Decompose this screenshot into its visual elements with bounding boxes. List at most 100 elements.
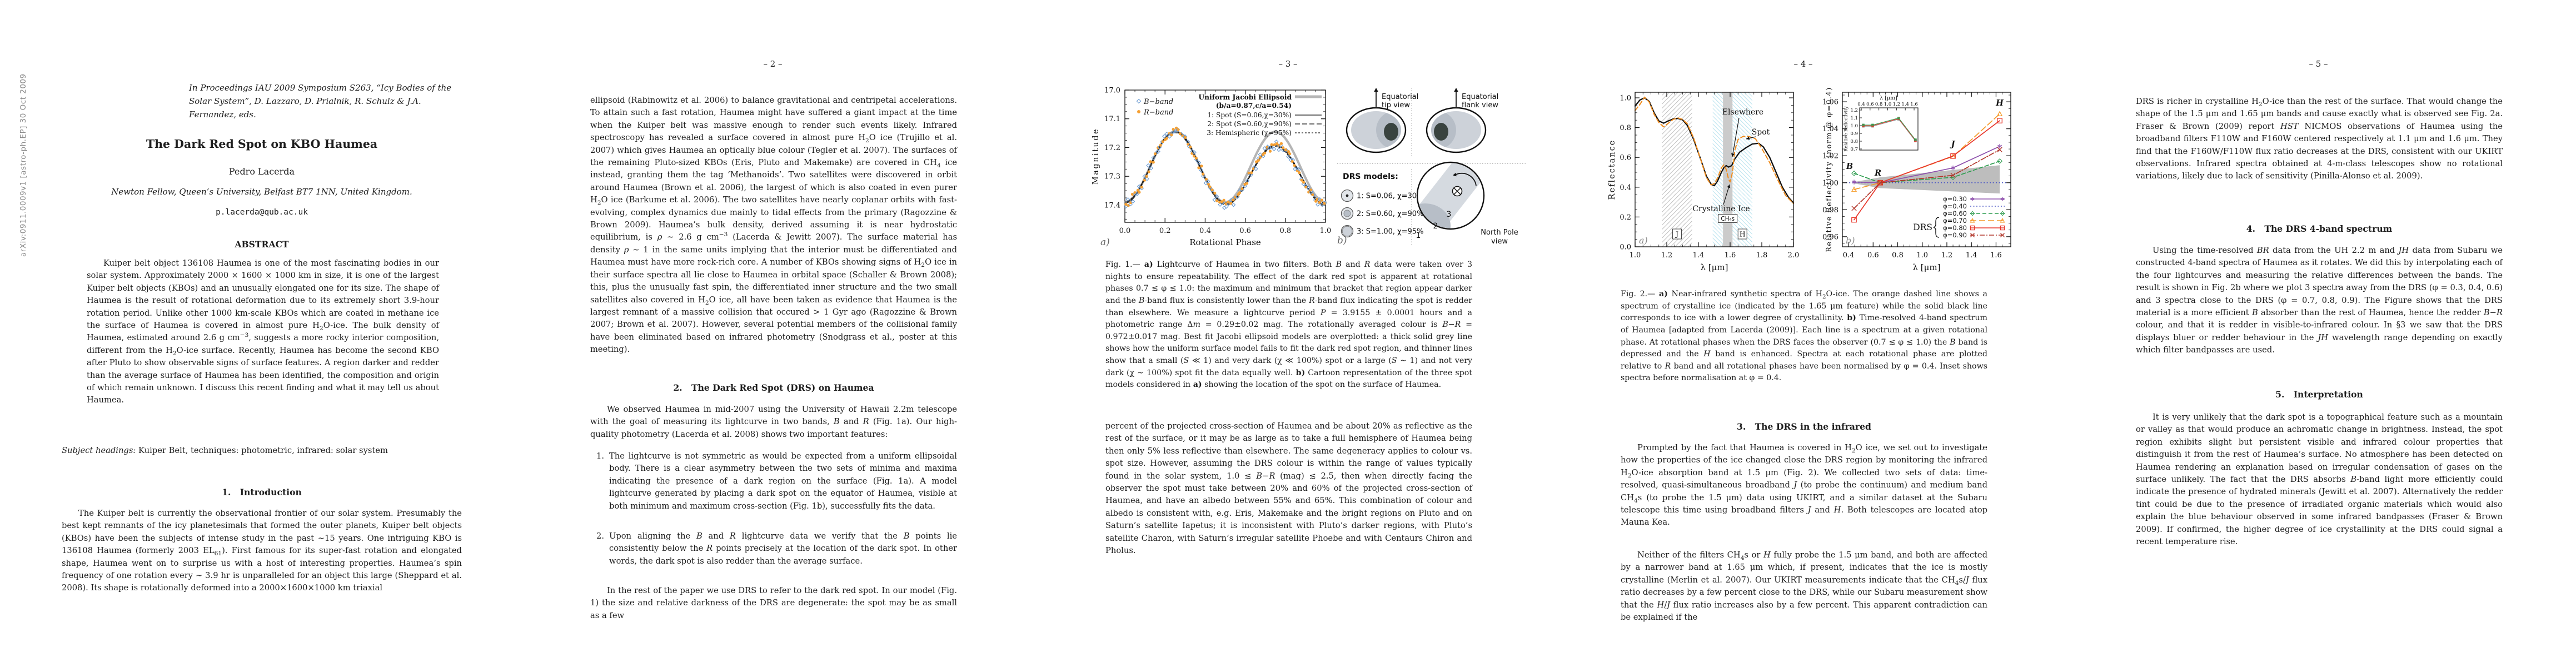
page-2-number: – 2 –	[763, 59, 783, 69]
svg-text:1.0: 1.0	[1620, 94, 1631, 103]
svg-text:0.8: 0.8	[1892, 251, 1904, 260]
svg-text:0.6: 0.6	[1620, 154, 1631, 162]
fig1-panel-b-label: b)	[1337, 235, 1347, 246]
svg-text:tip view: tip view	[1382, 101, 1410, 109]
page-5-number: – 5 –	[2309, 59, 2328, 69]
svg-text:17.1: 17.1	[1104, 115, 1120, 123]
fig2b-inset-x-label: λ [μm]	[1880, 95, 1897, 101]
page-2-paragraph-3: In the rest of the paper we use DRS to r…	[590, 586, 957, 620]
svg-text:1.4: 1.4	[1966, 251, 1977, 260]
fig2b-legend-2: φ=0.60	[1943, 210, 1967, 217]
svg-text:17.4: 17.4	[1104, 201, 1120, 210]
fig2b-band-label-H: H	[1995, 98, 2004, 108]
list-item-2: 2. Upon aligning the B and R lightcurve …	[590, 530, 957, 568]
figure-2-caption: Fig. 2.— a) Near-infrared synthetic spec…	[1621, 290, 1988, 383]
page-4-number: – 4 –	[1793, 59, 1813, 69]
affiliation: Newton Fellow, Queen’s University, Belfa…	[111, 187, 412, 197]
svg-text:1.0: 1.0	[1630, 251, 1641, 260]
fig2b-legend-1: φ=0.40	[1943, 202, 1967, 210]
list-item-1: 1. The lightcurve is not symmetric as wo…	[590, 450, 957, 512]
section-1-heading: 1. Introduction	[222, 487, 302, 497]
svg-text:17.3: 17.3	[1104, 173, 1120, 181]
page-1: arXiv:0911.0009v1 [astro-ph.EP] 30 Oct 2…	[0, 0, 515, 667]
fig2b-band-label-B: B	[1846, 162, 1853, 171]
fig2a-crystalline-ice-label: Crystalline Ice	[1692, 205, 1750, 213]
page-3-number: – 3 –	[1278, 59, 1298, 69]
svg-text:(b/a=0.87,c/a=0.54): (b/a=0.87,c/a=0.54)	[1216, 102, 1292, 109]
fig1b-model-1: 1: S=0.06, χ=30%	[1357, 192, 1423, 201]
section-2-heading: 2. The Dark Red Spot (DRS) on Haumea	[673, 382, 874, 393]
svg-text:1.2: 1.2	[1850, 108, 1858, 113]
svg-text:0.6: 0.6	[1867, 251, 1879, 260]
fig1a-y-axis-label: Magnitude	[1092, 128, 1100, 185]
abstract-text: Kuiper belt object 136108 Haumea is one …	[87, 258, 439, 405]
page-2: – 2 – ellipsoid (Rabinowitz et al. 2006)…	[515, 0, 1030, 667]
svg-text:1.1: 1.1	[1850, 116, 1858, 121]
svg-text:1.0: 1.0	[1850, 123, 1858, 129]
section-3-heading: 3. The DRS in the infrared	[1737, 421, 1871, 432]
fig1b-flank-view-label: Equatorial	[1462, 93, 1498, 101]
subject-headings: Subject headings: Kuiper Belt, technique…	[62, 446, 388, 455]
svg-text:1.6: 1.6	[1990, 251, 2002, 260]
fig2b-legend-5: φ=0.90	[1943, 231, 1967, 239]
svg-text:1.04: 1.04	[1822, 125, 1838, 133]
fig1a-legend-model-1: 1: Spot (S=0.06,χ=30%)	[1207, 111, 1292, 119]
svg-text:1.00: 1.00	[1822, 179, 1838, 187]
fig2b-legend-0: φ=0.30	[1943, 195, 1967, 203]
page-3: – 3 – 0.0 0.2 0.4 0.6 0.8 1.0 17.0 17.1 17.2 17.3…	[1030, 0, 1546, 667]
fig1b-region-1: 1	[1416, 231, 1421, 240]
page-2-paragraph-1: ellipsoid (Rabinowitz et al. 2006) to ba…	[590, 96, 958, 355]
fig1b-drs-models-title: DRS models:	[1343, 172, 1398, 181]
fig1a-x-axis-label: Rotational Phase	[1189, 237, 1261, 247]
svg-text:1.6: 1.6	[1910, 102, 1918, 107]
page-5: – 5 – DRS is richer in crystalline H2O-i…	[2061, 0, 2576, 667]
fig1b-region-2: 2	[1433, 222, 1438, 231]
svg-text:0.4: 0.4	[1620, 183, 1631, 192]
fig1a-legend-uniform: Uniform Jacobi Ellipsoid	[1198, 93, 1292, 101]
fig1a-legend-model-3: 3: Hemispheric (χ=95%)	[1207, 129, 1292, 137]
figure-1-svg: 0.0 0.2 0.4 0.6 0.8 1.0 17.0 17.1 17.2 17.3 17.4 Ma…	[1092, 87, 1526, 248]
fig1a-legend-r-band: R−band	[1143, 108, 1173, 117]
page-5-paragraph-1: DRS is richer in crystalline H2O-ice tha…	[2136, 97, 2503, 181]
svg-text:CH₄s: CH₄s	[1721, 216, 1735, 222]
svg-text:2.0: 2.0	[1788, 251, 1800, 260]
fig2b-drs-group-label: DRS	[1913, 222, 1932, 232]
page-2-paragraph-2: We observed Haumea in mid-2007 using the…	[590, 405, 957, 439]
fig2b-band-label-J: J	[1950, 140, 1956, 149]
svg-text:1.4: 1.4	[1693, 251, 1705, 260]
fig1a-legend-b-band: B−band	[1143, 98, 1173, 106]
svg-text:flank view: flank view	[1462, 101, 1498, 109]
fig2a-x-axis-label: λ [μm]	[1701, 262, 1728, 272]
page-5-paragraph-3: It is very unlikely that the dark spot i…	[2136, 412, 2503, 547]
svg-text:17.0: 17.0	[1104, 87, 1120, 95]
svg-text:17.2: 17.2	[1104, 144, 1120, 152]
fig1b-model-3: 3: S=1.00, χ=95%	[1357, 228, 1423, 236]
svg-text:0.9: 0.9	[1850, 131, 1858, 137]
fig1b-north-pole-label: North Pole	[1481, 228, 1518, 237]
svg-text:H: H	[1740, 230, 1746, 238]
svg-text:1.2: 1.2	[1661, 251, 1673, 260]
svg-text:0.4: 0.4	[1199, 227, 1211, 235]
proceedings-note: In Proceedings IAU 2009 Symposium S263, …	[189, 83, 452, 120]
svg-text:0.4: 0.4	[1857, 102, 1865, 107]
svg-text:0.7: 0.7	[1850, 147, 1858, 152]
fig1b-region-3: 3	[1447, 210, 1452, 219]
svg-text:1.0: 1.0	[1884, 102, 1892, 107]
fig2a-spot-label: Spot	[1752, 128, 1770, 137]
svg-text:1.2: 1.2	[1941, 251, 1953, 260]
author: Pedro Lacerda	[228, 166, 295, 177]
email: p.lacerda@qub.ac.uk	[216, 208, 308, 217]
page-4-paragraph-2: Neither of the filters CH4s or H fully p…	[1621, 550, 1987, 623]
section-4-heading: 4. The DRS 4-band spectrum	[2246, 223, 2393, 234]
figure-1-caption: Fig. 1.— a) Lightcurve of Haumea in two …	[1105, 260, 1473, 390]
svg-text:0.8: 0.8	[1279, 227, 1291, 235]
svg-text:1.4: 1.4	[1901, 102, 1909, 107]
svg-text:J: J	[1675, 230, 1678, 238]
svg-text:0.4: 0.4	[1843, 251, 1855, 260]
fig2a-y-axis-label: Reflectance	[1608, 140, 1617, 200]
svg-text:1.02: 1.02	[1822, 152, 1838, 161]
section-5-heading: 5. Interpretation	[2275, 389, 2363, 400]
list-item-1-number: 1.	[596, 451, 604, 461]
svg-text:1.6: 1.6	[1725, 251, 1736, 260]
